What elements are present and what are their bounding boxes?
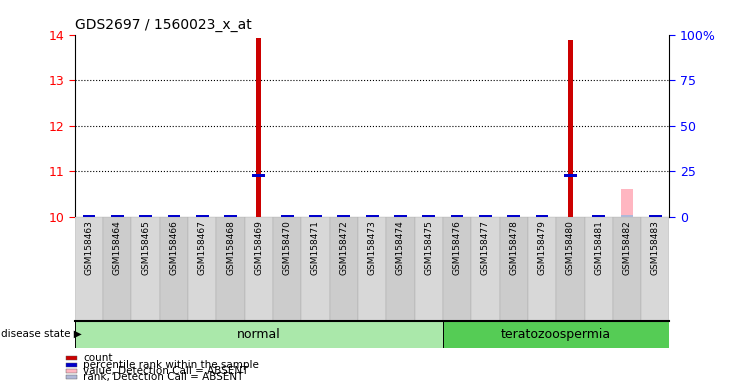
Text: GSM158481: GSM158481: [594, 220, 603, 275]
Bar: [414, 217, 443, 321]
Bar: [301, 217, 330, 321]
Bar: [366, 215, 378, 217]
Text: GSM158471: GSM158471: [311, 220, 320, 275]
Text: GSM158473: GSM158473: [367, 220, 377, 275]
Text: GSM158478: GSM158478: [509, 220, 518, 275]
Text: GSM158464: GSM158464: [113, 220, 122, 275]
Bar: [257, 38, 261, 217]
Text: GSM158466: GSM158466: [169, 220, 179, 275]
Bar: [443, 321, 669, 348]
Bar: [641, 217, 669, 321]
Bar: [66, 356, 77, 360]
Bar: [613, 217, 641, 321]
Bar: [330, 217, 358, 321]
Bar: [224, 215, 237, 217]
Bar: [500, 217, 528, 321]
Text: GDS2697 / 1560023_x_at: GDS2697 / 1560023_x_at: [75, 18, 251, 32]
Text: teratozoospermia: teratozoospermia: [501, 328, 611, 341]
Bar: [479, 215, 491, 217]
Bar: [394, 215, 407, 217]
Bar: [66, 362, 77, 367]
Bar: [75, 217, 103, 321]
Bar: [337, 215, 350, 217]
Bar: [216, 217, 245, 321]
Bar: [273, 217, 301, 321]
Bar: [386, 217, 414, 321]
Bar: [568, 40, 573, 217]
Bar: [245, 217, 273, 321]
Bar: [66, 375, 77, 379]
Text: percentile rank within the sample: percentile rank within the sample: [83, 359, 259, 369]
Bar: [621, 215, 634, 217]
Bar: [443, 217, 471, 321]
Text: disease state ▶: disease state ▶: [1, 329, 82, 339]
Text: GSM158463: GSM158463: [85, 220, 94, 275]
Bar: [160, 217, 188, 321]
Bar: [280, 215, 293, 217]
Text: GSM158467: GSM158467: [197, 220, 206, 275]
Bar: [621, 189, 634, 217]
Bar: [309, 215, 322, 217]
Text: GSM158469: GSM158469: [254, 220, 263, 275]
Bar: [253, 174, 266, 177]
Bar: [471, 217, 500, 321]
Text: rank, Detection Call = ABSENT: rank, Detection Call = ABSENT: [83, 372, 243, 382]
Text: normal: normal: [237, 328, 280, 341]
Bar: [592, 215, 605, 217]
Bar: [564, 174, 577, 177]
Text: GSM158475: GSM158475: [424, 220, 433, 275]
Bar: [132, 217, 160, 321]
Bar: [111, 215, 123, 217]
Text: GSM158465: GSM158465: [141, 220, 150, 275]
Bar: [451, 215, 464, 217]
Bar: [358, 217, 386, 321]
Text: GSM158479: GSM158479: [538, 220, 547, 275]
Bar: [168, 215, 180, 217]
Text: count: count: [83, 353, 112, 363]
Bar: [75, 321, 443, 348]
Bar: [584, 217, 613, 321]
Text: GSM158483: GSM158483: [651, 220, 660, 275]
Text: GSM158468: GSM158468: [226, 220, 235, 275]
Text: GSM158472: GSM158472: [340, 220, 349, 275]
Text: GSM158476: GSM158476: [453, 220, 462, 275]
Bar: [66, 369, 77, 373]
Bar: [82, 215, 95, 217]
Bar: [188, 217, 216, 321]
Bar: [507, 215, 520, 217]
Bar: [649, 215, 662, 217]
Text: GSM158482: GSM158482: [622, 220, 631, 275]
Bar: [536, 215, 548, 217]
Bar: [423, 215, 435, 217]
Text: GSM158480: GSM158480: [565, 220, 575, 275]
Bar: [103, 217, 132, 321]
Text: GSM158477: GSM158477: [481, 220, 490, 275]
Text: GSM158474: GSM158474: [396, 220, 405, 275]
Bar: [196, 215, 209, 217]
Bar: [139, 215, 152, 217]
Text: value, Detection Call = ABSENT: value, Detection Call = ABSENT: [83, 366, 248, 376]
Bar: [557, 217, 584, 321]
Bar: [528, 217, 557, 321]
Text: GSM158470: GSM158470: [283, 220, 292, 275]
